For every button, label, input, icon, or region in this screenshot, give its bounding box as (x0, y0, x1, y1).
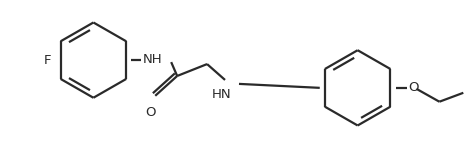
Text: NH: NH (142, 53, 162, 66)
Text: HN: HN (212, 88, 232, 101)
Text: O: O (408, 81, 419, 94)
Text: F: F (44, 54, 52, 67)
Text: O: O (145, 106, 156, 119)
